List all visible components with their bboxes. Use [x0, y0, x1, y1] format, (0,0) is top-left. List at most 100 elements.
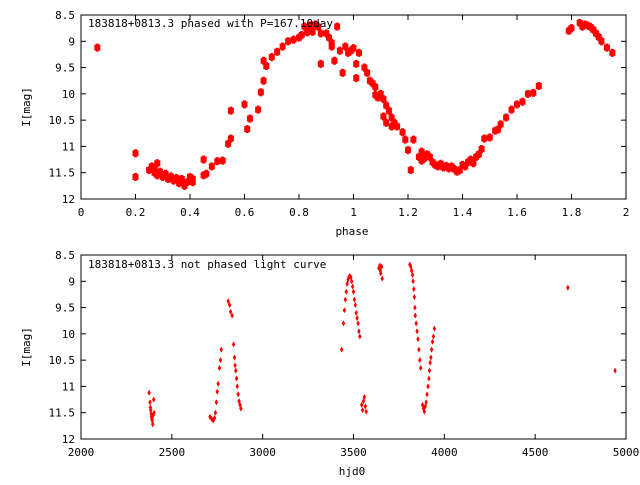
data-point-arm — [158, 167, 162, 176]
data-point — [239, 405, 243, 412]
data-point-arm — [210, 162, 214, 171]
data-point — [359, 401, 364, 408]
y-tick-label: 9.5 — [55, 302, 75, 315]
x-tick-label: 1 — [350, 206, 357, 219]
data-point — [412, 294, 417, 301]
data-point-arm — [324, 29, 328, 38]
data-point-arm — [406, 146, 410, 155]
data-point-arm — [477, 150, 481, 159]
data-point — [415, 328, 419, 335]
chart-title: 183818+0813.3 phased with P=167.10day — [88, 17, 333, 30]
data-point-arm — [403, 135, 407, 144]
y-tick-label: 10.5 — [49, 354, 76, 367]
data-point — [230, 312, 234, 319]
data-point-arm — [422, 154, 426, 163]
x-tick-label: 1.2 — [398, 206, 418, 219]
x-tick-label: 2 — [623, 206, 630, 219]
x-tick-label: 1.4 — [453, 206, 473, 219]
data-point — [413, 312, 417, 319]
data-point — [349, 278, 354, 285]
y-axis-label: I[mag] — [20, 87, 33, 127]
data-point-arm — [458, 166, 462, 175]
data-point-arm — [387, 106, 391, 115]
data-point-arm — [226, 139, 230, 148]
data-point-arm — [373, 83, 377, 92]
x-tick-label: 2000 — [68, 446, 95, 459]
data-point-arm — [319, 59, 323, 68]
data-point — [354, 309, 358, 316]
data-point-arm — [155, 171, 159, 180]
x-tick-label: 1.8 — [562, 206, 582, 219]
data-point — [148, 404, 153, 411]
data-point-arm — [591, 25, 595, 34]
data-point — [355, 315, 359, 322]
data-point — [362, 393, 367, 400]
data-point — [356, 320, 360, 327]
data-point-arm — [392, 118, 396, 127]
data-point-arm — [316, 22, 320, 31]
data-point-arm — [311, 27, 315, 36]
data-point-arm — [174, 173, 178, 182]
x-tick-label: 4500 — [522, 446, 549, 459]
data-point — [411, 278, 415, 285]
data-point-arm — [376, 93, 380, 102]
data-point-arm — [327, 33, 331, 42]
data-point-arm — [191, 175, 195, 184]
data-point — [232, 354, 237, 361]
data-point-arm — [343, 42, 347, 51]
data-point-arm — [262, 76, 266, 85]
data-point — [431, 333, 436, 340]
data-point-arm — [243, 100, 246, 109]
data-point-arm — [411, 135, 415, 144]
data-point-arm — [480, 145, 484, 154]
data-point-arm — [341, 68, 345, 77]
data-point — [208, 413, 212, 420]
x-tick-label: 0.6 — [235, 206, 255, 219]
data-point — [343, 296, 348, 303]
x-tick-label: 2500 — [159, 446, 186, 459]
data-point-arm — [463, 162, 467, 171]
data-point-arm — [469, 155, 473, 164]
data-point-arm — [354, 74, 358, 83]
data-point-arm — [496, 125, 500, 134]
x-tick-label: 0.4 — [180, 206, 200, 219]
data-point-arm — [401, 128, 405, 137]
data-point — [214, 399, 219, 406]
data-point-arm — [520, 97, 524, 106]
data-point — [413, 304, 417, 311]
data-point-arm — [357, 48, 361, 57]
y-tick-label: 10.5 — [49, 114, 76, 127]
data-point — [235, 383, 239, 390]
data-point-arm — [499, 120, 503, 129]
data-point — [217, 365, 222, 372]
data-point-arm — [305, 28, 309, 37]
data-point — [426, 383, 430, 390]
data-point — [428, 359, 432, 366]
data-point — [215, 388, 219, 395]
data-point — [416, 336, 420, 343]
data-point — [364, 408, 368, 415]
data-point — [424, 399, 428, 406]
data-point-arm — [259, 88, 263, 97]
data-point — [422, 408, 427, 415]
y-tick-label: 8.5 — [55, 249, 75, 262]
x-tick-label: 1.6 — [507, 206, 527, 219]
y-tick-label: 9 — [68, 35, 75, 48]
data-point-arm — [221, 156, 225, 165]
data-point — [233, 362, 237, 369]
data-point — [231, 341, 236, 348]
y-tick-label: 10 — [62, 88, 75, 101]
unphased-light-curve-panel: 8.5 9 9.5 10 10.5 11 11.5 12 2000 2500 3000 3500 40… — [20, 249, 639, 478]
data-point — [147, 389, 151, 396]
data-point — [427, 375, 431, 382]
data-point-arm — [161, 172, 165, 181]
data-point-arm — [292, 35, 296, 44]
data-point-arm — [597, 33, 601, 42]
data-point — [344, 288, 348, 295]
data-point-arm — [379, 89, 383, 98]
data-point — [234, 367, 238, 374]
data-point — [151, 396, 156, 403]
data-point — [236, 391, 240, 398]
phased-light-curve-panel: 8.5 9 9.5 10 10.5 11 11.5 12 0 0.2 0.4 0.6 0.8 1 1.2 1… — [20, 9, 629, 238]
